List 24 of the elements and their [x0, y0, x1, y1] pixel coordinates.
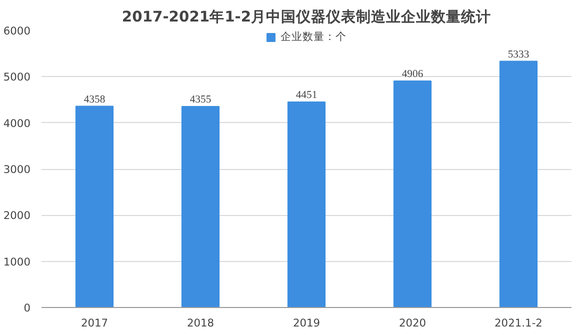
x-tick-label: 2021.1-2	[494, 316, 542, 329]
x-tick-label: 2019	[292, 316, 320, 329]
x-tick-label: 2020	[398, 316, 426, 329]
data-label: 4358	[84, 94, 106, 106]
data-label: 4451	[296, 90, 318, 102]
data-label: 4355	[190, 94, 212, 106]
x-tick-label: 2018	[186, 316, 214, 329]
y-tick-label: 6000	[3, 24, 31, 38]
y-tick-label: 2000	[3, 209, 31, 222]
y-tick-label: 3000	[3, 163, 31, 176]
bar	[287, 102, 326, 308]
chart-title: 2017-2021年1-2月中国仪器仪表制造业企业数量统计	[122, 8, 492, 26]
y-tick-label: 1000	[3, 255, 31, 268]
x-tick-label: 2017	[80, 316, 108, 329]
y-tick-label: 4000	[3, 116, 31, 130]
bar	[75, 106, 114, 308]
bar	[181, 106, 220, 308]
data-label: 4906	[402, 69, 424, 80]
bar	[393, 80, 432, 308]
legend-label: 企业数量：个	[280, 30, 346, 44]
y-tick-label: 0	[24, 302, 31, 314]
bar	[499, 60, 538, 308]
y-tick-label: 5000	[3, 70, 31, 84]
data-label: 5333	[508, 49, 530, 60]
